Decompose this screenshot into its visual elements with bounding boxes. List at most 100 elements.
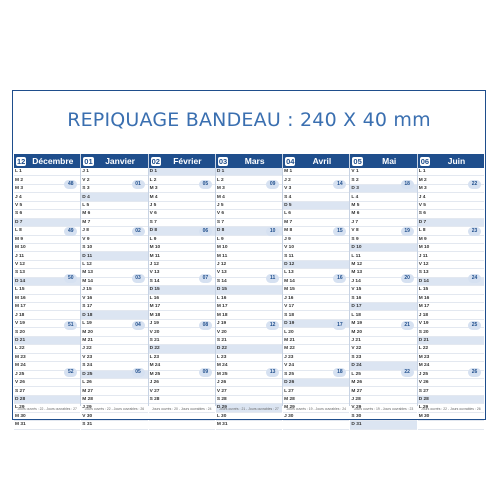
day-row: M 22 <box>283 345 350 354</box>
day-row: M 19 <box>350 320 417 329</box>
day-row: M 29 <box>283 404 350 413</box>
day-row: L 12 <box>81 261 148 270</box>
day-row: D 1 <box>215 168 283 177</box>
day-number: M 18 <box>149 312 161 318</box>
day-row: D 12 <box>283 260 350 270</box>
day-number: L 16 <box>149 295 160 301</box>
day-row: L 25 <box>350 371 417 379</box>
week-number-badge: 22 <box>467 180 481 189</box>
day-row: S 23 <box>350 354 417 363</box>
day-number: D 25 <box>82 371 93 377</box>
month-footer: Jours ouvrés : 22 - Jours ouvrables : 27 <box>17 407 77 411</box>
day-row: M 3 <box>417 185 484 194</box>
day-number: V 6 <box>149 211 157 217</box>
day-row: M 13 <box>350 269 417 278</box>
day-row: J 26 <box>148 379 215 388</box>
day-number: D 17 <box>351 304 362 310</box>
day-number: L 30 <box>216 413 227 419</box>
month-header: 01 Janvier <box>81 154 148 168</box>
day-row: J 12 <box>215 261 283 270</box>
day-row: D 26 <box>283 378 350 388</box>
month-column: 05 Mai V 1 S 2 D 3 L 4 M 5 M 6 J 7 V 8 S 9 D 10 L 1… <box>350 154 418 430</box>
day-number: S 28 <box>216 397 227 403</box>
month-number: 02 <box>149 155 162 167</box>
day-number: J 1 <box>82 169 89 175</box>
day-number: V 12 <box>15 262 25 268</box>
week-number-badge: 18 <box>400 180 414 189</box>
day-number: V 27 <box>216 388 227 394</box>
day-number: S 21 <box>216 337 227 343</box>
week-number-badge: 04 <box>131 321 145 330</box>
week-number-badge: 08 <box>198 321 212 330</box>
day-number: M 20 <box>82 329 93 335</box>
day-number: M 31 <box>216 422 228 428</box>
day-number: M 17 <box>216 304 228 310</box>
week-number-badge: 48 <box>64 180 78 189</box>
day-number: D 1 <box>216 169 225 175</box>
day-rows: J 1 V 2 S 3 D 4 L 5 M 6 M 7 J 8 V 9 S 10 D 11 L 12 M… <box>81 168 148 430</box>
day-number: M 27 <box>351 388 363 394</box>
day-number: M 14 <box>82 278 93 284</box>
day-number: M 24 <box>15 363 26 369</box>
day-number: M 30 <box>418 413 430 419</box>
day-row: L 16 <box>148 295 215 303</box>
week-number-badge: 22 <box>400 368 414 377</box>
day-number: D 21 <box>15 337 26 343</box>
day-row: L 30 <box>215 413 283 422</box>
day-number: S 17 <box>82 304 93 310</box>
week-number-badge: 20 <box>400 274 414 283</box>
day-number: D 14 <box>418 278 429 284</box>
day-row: J 26 <box>215 379 283 388</box>
month-name: Juin <box>447 156 466 166</box>
day-row: S 17 <box>81 303 148 312</box>
week-number-badge: 50 <box>64 274 78 283</box>
day-row: V 2 <box>81 176 148 185</box>
day-row: M 11 <box>148 252 215 261</box>
day-row: S 13 <box>14 269 81 278</box>
day-number: M 10 <box>418 245 430 251</box>
day-number: J 25 <box>418 371 429 377</box>
day-row: M 28 <box>81 396 148 405</box>
day-number: L 8 <box>418 228 426 234</box>
day-row: L 20 <box>283 328 350 337</box>
day-number: L 26 <box>82 380 92 386</box>
day-row: S 28 <box>148 396 215 405</box>
day-number: D 7 <box>418 219 427 225</box>
day-row: M 26 <box>350 379 417 388</box>
week-number-badge: 16 <box>333 274 347 283</box>
day-row: L 15 <box>14 286 81 295</box>
day-number: V 19 <box>15 321 25 327</box>
month-header: 03 Mars <box>215 154 283 168</box>
day-number: M 10 <box>149 245 161 251</box>
day-row: M 28 <box>283 396 350 405</box>
day-row: S 6 <box>14 210 81 219</box>
day-number: D 29 <box>216 405 227 411</box>
day-row: M 25 <box>148 371 215 379</box>
day-number: M 28 <box>82 397 93 403</box>
day-row: M 17 <box>14 303 81 312</box>
day-row: S 27 <box>417 387 484 396</box>
day-row: L 6 <box>283 210 350 219</box>
day-row: L 2 <box>148 176 215 185</box>
day-row: M 4 <box>148 193 215 202</box>
day-row: V 23 <box>81 354 148 363</box>
day-row: D 15 <box>148 286 215 295</box>
day-row: D 28 <box>14 395 81 405</box>
months-grid: 12 Décembre L 1 M 2 M 3 J 4 V 5 S 6 D 7 L 8 M 9 M … <box>14 154 484 430</box>
day-number: M 21 <box>284 337 295 343</box>
day-row: D 14 <box>417 277 484 287</box>
day-row: S 28 <box>215 396 283 405</box>
day-number: S 6 <box>418 211 426 217</box>
day-number: S 6 <box>15 211 23 217</box>
calendar-frame <box>12 90 486 420</box>
day-row: D 7 <box>14 218 81 228</box>
day-row: M 23 <box>14 354 81 363</box>
day-number: M 25 <box>216 371 228 377</box>
day-number: J 28 <box>351 397 361 403</box>
day-number: J 5 <box>149 202 157 208</box>
day-row: D 14 <box>14 277 81 287</box>
day-number: M 9 <box>15 236 23 242</box>
day-number: S 7 <box>216 219 225 225</box>
day-number: V 10 <box>284 245 294 251</box>
day-number: L 25 <box>351 371 361 377</box>
